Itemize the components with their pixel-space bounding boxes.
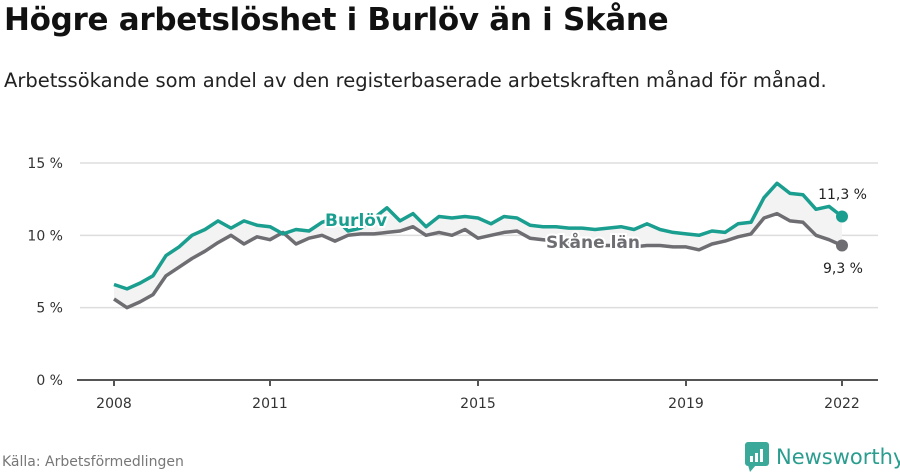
skane-end-value: 9,3 % <box>823 261 863 277</box>
chart-subtitle: Arbetssökande som andel av den registerb… <box>4 69 827 92</box>
burlov-end-dot <box>836 210 848 223</box>
x-tick-label: 2015 <box>460 396 496 412</box>
y-tick-label: 5 % <box>36 301 63 317</box>
skane-line <box>113 211 843 310</box>
x-tick-label: 2022 <box>824 396 860 412</box>
y-tick-label: 15 % <box>27 156 63 172</box>
burlov-end-value: 11,3 % <box>818 187 867 203</box>
brand-name: Newsworthy <box>776 445 900 469</box>
x-tick-label: 2011 <box>252 396 288 412</box>
source-note: Källa: Arbetsförmedlingen <box>2 454 184 470</box>
y-tick-label: 10 % <box>27 228 63 244</box>
skane-series-label: Skåne län <box>546 231 640 253</box>
x-axis-ticks: 2008 2011 2015 2019 2022 <box>96 380 860 412</box>
skane-end-dot <box>836 239 848 252</box>
x-tick-label: 2008 <box>96 396 132 412</box>
burlov-line <box>113 181 844 291</box>
difference-band <box>114 183 842 308</box>
line-chart: 0 % 5 % 10 % 15 % 2008 2011 2015 2019 2022 Burl… <box>27 156 878 412</box>
x-tick-label: 2019 <box>668 396 704 412</box>
newsworthy-logo: Newsworthy <box>745 442 900 472</box>
y-tick-label: 0 % <box>36 373 63 389</box>
chart-title: Högre arbetslöshet i Burlöv än i Skåne <box>4 2 669 38</box>
burlov-series-label: Burlöv <box>325 211 387 231</box>
y-axis-labels: 0 % 5 % 10 % 15 % <box>27 156 63 389</box>
bar-chart-speech-bubble-icon <box>745 442 769 472</box>
